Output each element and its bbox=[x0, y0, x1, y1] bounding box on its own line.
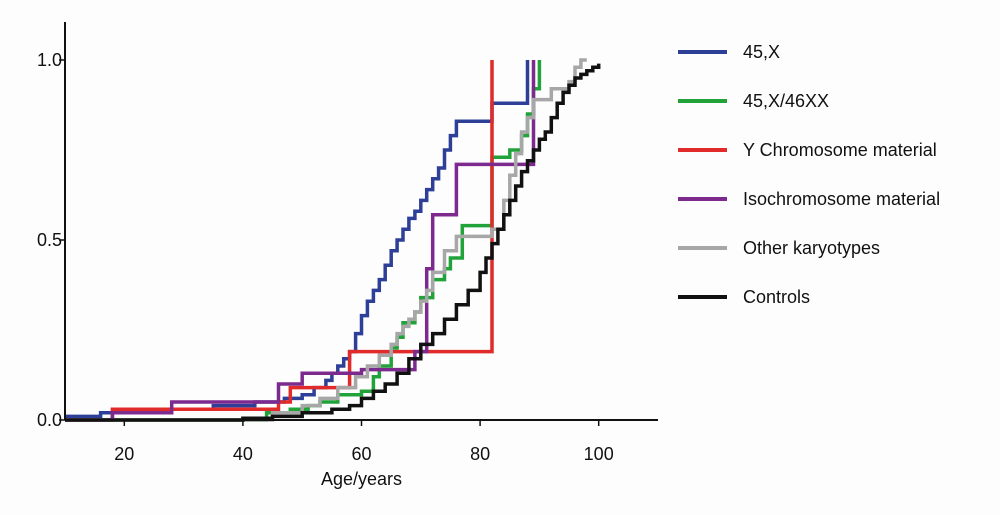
legend-label: 45,X bbox=[743, 42, 780, 62]
legend: 45,X 45,X/46XX Y Chromosome material Isochr… bbox=[678, 42, 940, 307]
x-tick-label: 80 bbox=[470, 444, 490, 464]
y-axis-ticks: 0.0 0.5 1.0 bbox=[37, 50, 65, 430]
x-tick-label: 60 bbox=[351, 444, 371, 464]
x-tick-label: 100 bbox=[584, 444, 614, 464]
series-line-other-karyotypes bbox=[65, 58, 587, 422]
legend-item: 45,X/46XX bbox=[678, 91, 829, 111]
series-line-isochromosome-material bbox=[65, 60, 536, 422]
x-axis-title: Age/years bbox=[321, 469, 402, 489]
series-line-controls bbox=[65, 63, 601, 422]
legend-item: Isochromosome material bbox=[678, 189, 940, 209]
legend-label: Controls bbox=[743, 287, 810, 307]
legend-item: Controls bbox=[678, 287, 810, 307]
legend-item: Y Chromosome material bbox=[678, 140, 937, 160]
plot-series-group bbox=[65, 58, 601, 422]
y-tick-label: 0.5 bbox=[37, 230, 62, 250]
x-tick-label: 40 bbox=[233, 444, 253, 464]
series-line-45-x bbox=[65, 60, 530, 419]
legend-item: 45,X bbox=[678, 42, 780, 62]
series-line-45-x-46xx bbox=[65, 60, 542, 422]
legend-label: Isochromosome material bbox=[743, 189, 940, 209]
series-line-y-chromosome-material bbox=[65, 60, 494, 422]
legend-item: Other karyotypes bbox=[678, 238, 880, 258]
x-tick-label: 20 bbox=[114, 444, 134, 464]
legend-label: Y Chromosome material bbox=[743, 140, 937, 160]
legend-label: 45,X/46XX bbox=[743, 91, 829, 111]
x-axis-ticks: 20 40 60 80 100 bbox=[114, 420, 614, 464]
y-tick-label: 0.0 bbox=[37, 410, 62, 430]
y-tick-label: 1.0 bbox=[37, 50, 62, 70]
legend-label: Other karyotypes bbox=[743, 238, 880, 258]
